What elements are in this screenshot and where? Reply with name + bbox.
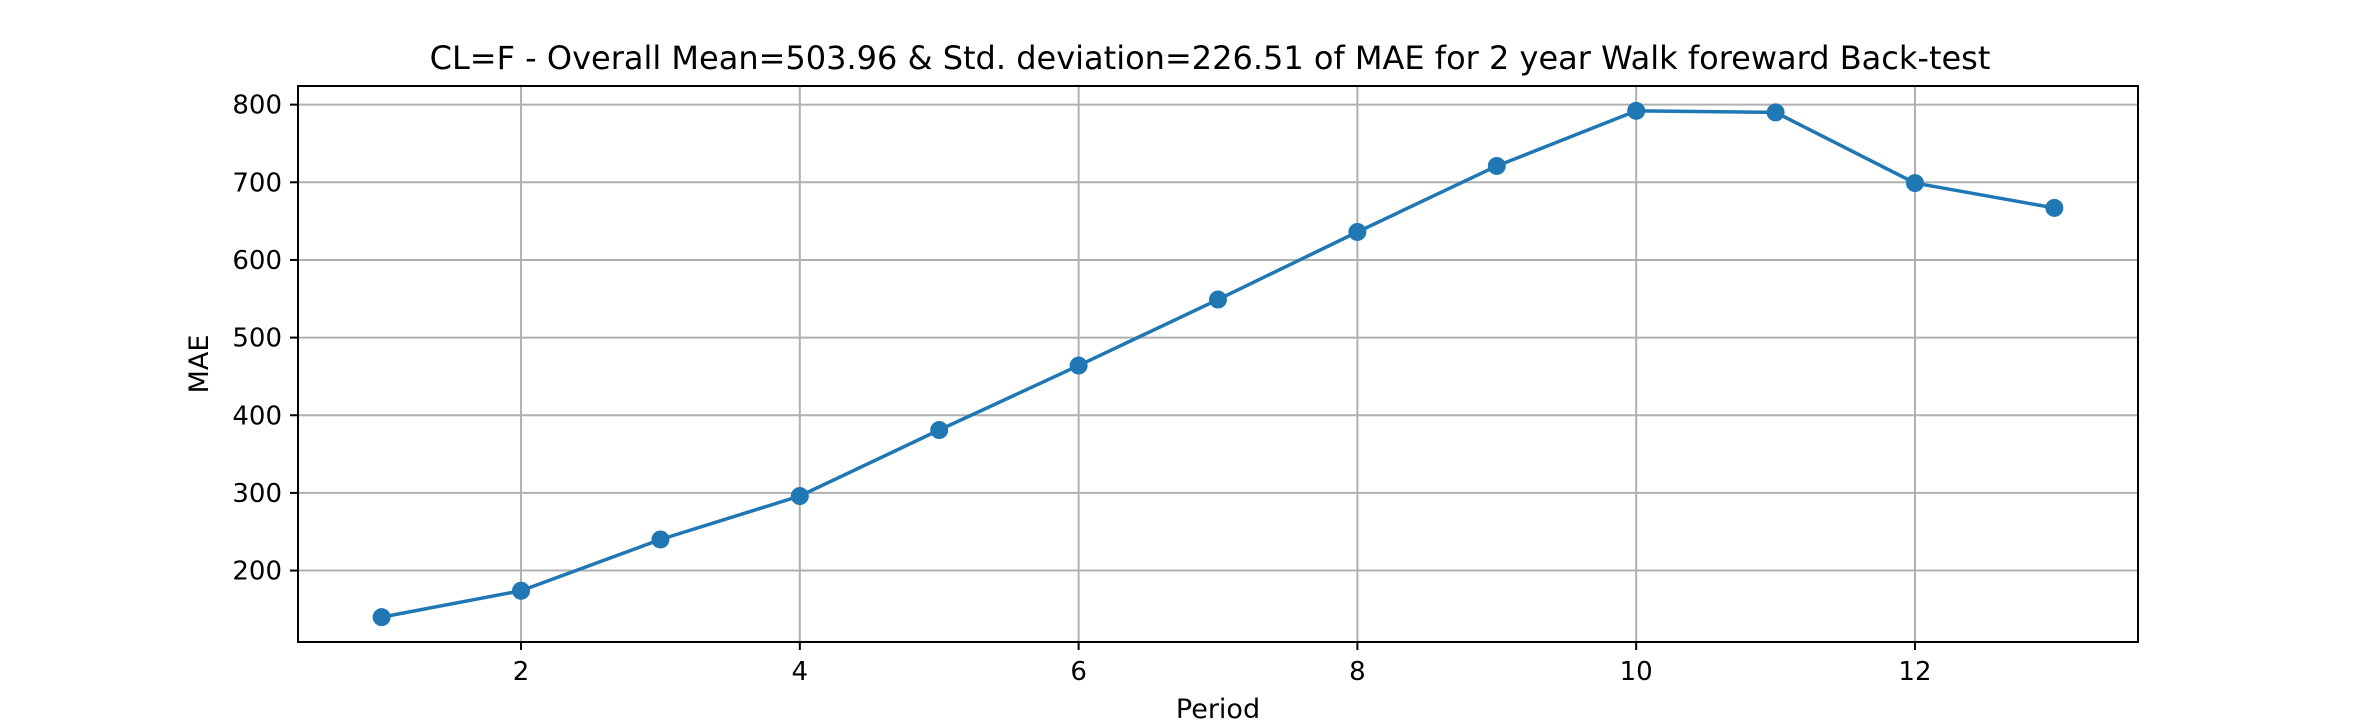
plot-area-frame (297, 85, 2139, 643)
y-axis-label: MAE (184, 335, 215, 394)
chart-title: CL=F - Overall Mean=503.96 & Std. deviat… (430, 39, 1991, 77)
data-point (512, 581, 531, 600)
data-point (1069, 356, 1088, 375)
y-tick-label: 500 (232, 324, 282, 354)
x-axis-label: Period (1176, 694, 1260, 720)
series-line (381, 109, 2055, 619)
y-tick-label: 400 (232, 401, 282, 431)
y-axis-ticks: 200 300 400 500 600 700 800 (232, 91, 298, 587)
x-tick-label: 10 (1620, 657, 1653, 687)
y-tick-label: 300 (232, 479, 282, 509)
data-point (1348, 222, 1367, 241)
y-tick-label: 800 (232, 91, 282, 121)
y-tick-label: 700 (232, 168, 282, 198)
data-point (790, 487, 809, 506)
data-point (2045, 198, 2064, 217)
data-point (930, 421, 949, 440)
x-tick-label: 4 (792, 657, 809, 687)
x-tick-label: 2 (513, 657, 530, 687)
data-point (1487, 156, 1506, 175)
series-layer (372, 101, 2064, 627)
y-tick-label: 200 (232, 557, 282, 587)
data-point (1627, 101, 1646, 120)
data-point (1766, 103, 1785, 122)
x-tick-label: 6 (1070, 657, 1087, 687)
x-tick-label: 12 (1898, 657, 1931, 687)
data-point (372, 608, 391, 627)
gridlines (298, 86, 2138, 642)
x-tick-label: 8 (1349, 657, 1366, 687)
data-point (1209, 290, 1227, 309)
data-point (651, 530, 670, 549)
data-point (1905, 174, 1924, 193)
x-axis-ticks: 2 4 6 8 10 12 (513, 642, 1932, 687)
y-tick-label: 600 (232, 246, 282, 276)
